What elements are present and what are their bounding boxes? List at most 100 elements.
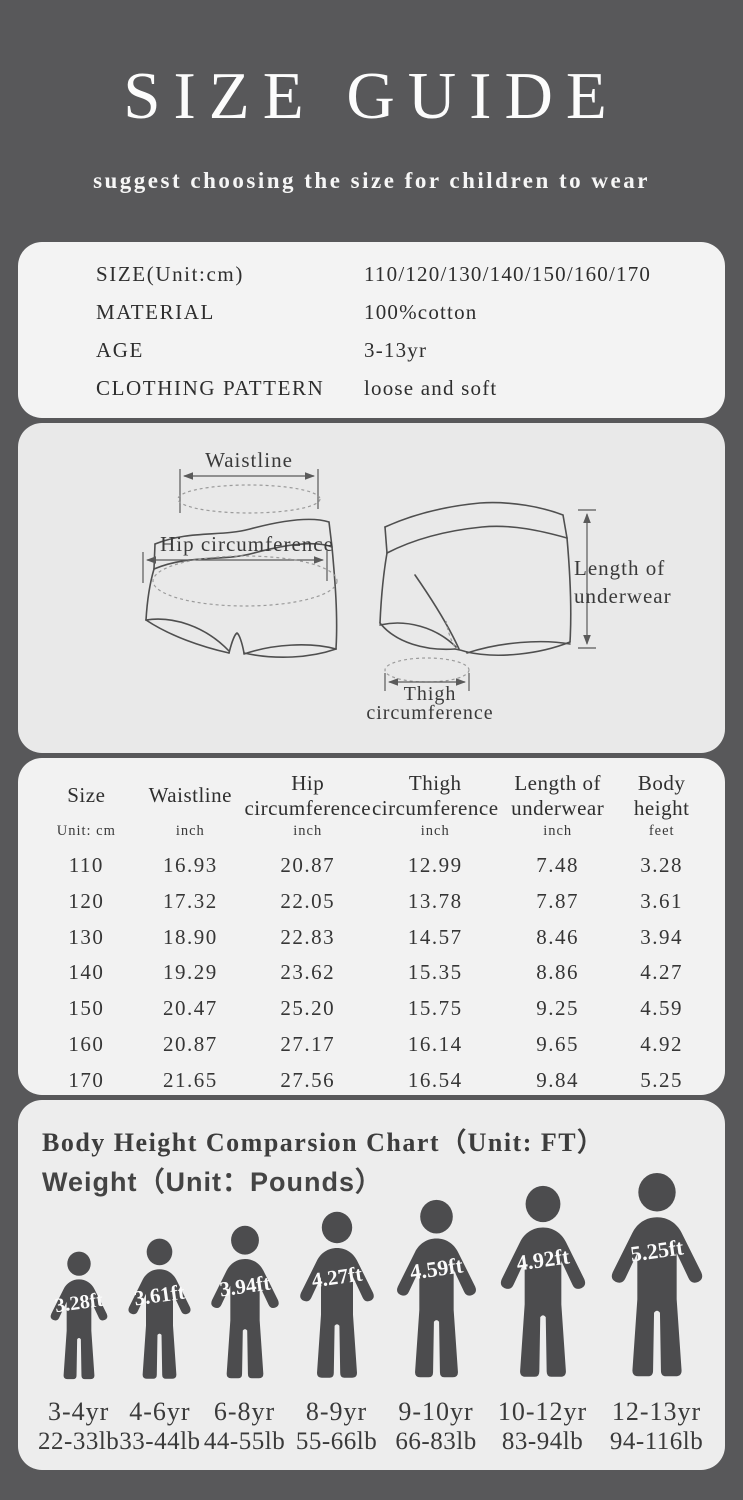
figure-column: 3.61ft 4-6yr 33-44lb: [119, 1238, 200, 1456]
table-cell: 15.35: [407, 960, 463, 985]
table-cell: 8.46: [536, 924, 580, 949]
table-row: 150 20.47 25.20 15.75 9.25 4.59: [18, 991, 725, 1027]
product-info-card: SIZE(Unit:cm) 110/120/130/140/150/160/17…: [18, 242, 725, 418]
info-label: AGE: [96, 337, 144, 362]
table-cell: 20.87: [280, 853, 336, 877]
table-column-header: Length of underwear inch: [499, 770, 616, 845]
child-silhouette-icon: [128, 1238, 191, 1379]
waistline-ellipse: [177, 484, 321, 514]
child-silhouette-icon: [396, 1199, 476, 1378]
table-cell: 3.61: [640, 888, 684, 913]
thigh-label-line1: Thigh: [404, 683, 457, 705]
table-cell: 27.17: [280, 1031, 336, 1056]
table-cell: 160: [68, 1031, 105, 1056]
figure-column: 3.94ft 6-8yr 44-55lb: [201, 1225, 289, 1456]
thigh-label-line2: circumference: [366, 702, 493, 724]
table-cell: 120: [68, 888, 105, 913]
info-value: 3-13yr: [364, 337, 428, 362]
table-cell: 8.86: [536, 960, 580, 985]
chart-title-weight: Weight（Unit：Pounds）: [42, 1167, 383, 1197]
info-value: 100%cotton: [364, 299, 478, 324]
table-cell: 9.25: [536, 996, 580, 1021]
column-unit: inch: [543, 823, 573, 839]
figure-weight-label: 83-94lb: [501, 1428, 584, 1455]
table-column-header: Thigh circumference inch: [371, 770, 498, 845]
figure-row: 3.28ft 3-4yr 22-33lb 3.61ft 4-6yr 33-44l…: [38, 1172, 705, 1456]
table-cell: 13.78: [407, 888, 463, 913]
height-chart-card: Body Height Comparsion Chart（Unit: FT） W…: [18, 1100, 725, 1470]
table-column-header: Body height feet: [616, 770, 707, 845]
figure-column: 3.28ft 3-4yr 22-33lb: [38, 1251, 119, 1456]
table-cell: 150: [68, 996, 105, 1021]
figure-age-label: 9-10yr: [398, 1397, 474, 1426]
figure-age-label: 3-4yr: [47, 1397, 110, 1426]
figure-column: 5.25ft 12-13yr 94-116lb: [598, 1172, 716, 1456]
table-cell: 3.94: [640, 924, 684, 949]
info-label: CLOTHING PATTERN: [96, 375, 325, 400]
child-figure: 4.92ft: [488, 1185, 598, 1384]
figure-weight-label: 55-66lb: [295, 1428, 378, 1455]
table-cell: 7.87: [536, 888, 580, 913]
info-row-material: MATERIAL 100%cotton: [96, 293, 725, 331]
column-name: Length of underwear: [511, 770, 605, 820]
waistline-label: Waistline: [205, 448, 293, 472]
column-name: Thigh circumference: [371, 770, 499, 820]
size-table-body: 110 16.93 20.87 12.99 7.48 3.28 120 17.32 22.05 1…: [18, 848, 725, 1099]
table-cell: 9.65: [536, 1031, 580, 1056]
child-figure: 3.28ft: [42, 1251, 116, 1384]
info-label: SIZE(Unit:cm): [96, 261, 244, 286]
length-label-line1: Length of: [574, 556, 665, 580]
figure-weight-label: 33-44lb: [119, 1428, 201, 1455]
column-unit: inch: [175, 823, 205, 839]
table-cell: 19.29: [162, 960, 218, 985]
figure-age-label: 6-8yr: [213, 1397, 276, 1426]
column-name: Waistline: [148, 783, 232, 808]
table-cell: 22.05: [280, 888, 336, 913]
table-row: 110 16.93 20.87 12.99 7.48 3.28: [18, 848, 725, 884]
table-cell: 4.92: [640, 1031, 684, 1056]
child-figure: 3.94ft: [201, 1225, 289, 1384]
table-cell: 20.87: [162, 1031, 218, 1056]
table-cell: 3.28: [640, 853, 684, 877]
table-cell: 7.48: [536, 853, 580, 877]
table-cell: 12.99: [407, 853, 463, 877]
figure-weight-label: 44-55lb: [203, 1428, 286, 1455]
table-column-header: Hip circumference inch: [244, 770, 371, 845]
table-cell: 25.20: [280, 996, 336, 1021]
child-figure: 5.25ft: [598, 1172, 716, 1384]
column-name: Size: [67, 783, 106, 808]
figure-weight-label: 94-116lb: [609, 1428, 704, 1455]
length-label-line2: underwear: [574, 584, 672, 608]
column-unit: Unit: cm: [56, 823, 116, 839]
table-cell: 9.84: [536, 1067, 580, 1092]
table-cell: 17.32: [162, 888, 218, 913]
info-row-age: AGE 3-13yr: [96, 331, 725, 369]
figure-weight-label: 66-83lb: [395, 1428, 477, 1455]
hip-ellipse: [152, 555, 338, 607]
column-unit: inch: [420, 823, 450, 839]
table-cell: 5.25: [640, 1067, 684, 1092]
child-silhouette-icon: [50, 1251, 108, 1380]
measurement-diagram-card: Waistline Hip circumference: [18, 423, 725, 753]
figure-column: 4.27ft 8-9yr 55-66lb: [289, 1211, 385, 1456]
underwear-measurement-diagram: Waistline Hip circumference: [142, 448, 672, 724]
table-row: 120 17.32 22.05 13.78 7.87 3.61: [18, 884, 725, 920]
info-row-pattern: CLOTHING PATTERN loose and soft: [96, 369, 725, 407]
column-unit: inch: [293, 823, 323, 839]
info-value: loose and soft: [364, 375, 498, 400]
page-subtitle: suggest choosing the size for children t…: [93, 168, 650, 193]
table-cell: 16.14: [407, 1031, 463, 1056]
thigh-ellipse: [384, 657, 470, 683]
size-table-header: Size Unit: cm Waistline inch Hip circumf…: [18, 758, 725, 845]
table-cell: 4.27: [640, 960, 684, 985]
child-silhouette-icon: [611, 1172, 702, 1377]
table-row: 170 21.65 27.56 16.54 9.84 5.25: [18, 1063, 725, 1099]
figure-age-label: 10-12yr: [497, 1397, 588, 1426]
table-cell: 22.83: [280, 924, 336, 949]
table-column-header: Waistline inch: [137, 770, 244, 845]
table-cell: 4.59: [640, 996, 684, 1021]
column-name: Hip circumference: [244, 770, 372, 820]
table-cell: 23.62: [280, 960, 336, 985]
child-figure: 4.59ft: [385, 1199, 488, 1384]
hip-circumference-label: Hip circumference: [160, 532, 334, 556]
